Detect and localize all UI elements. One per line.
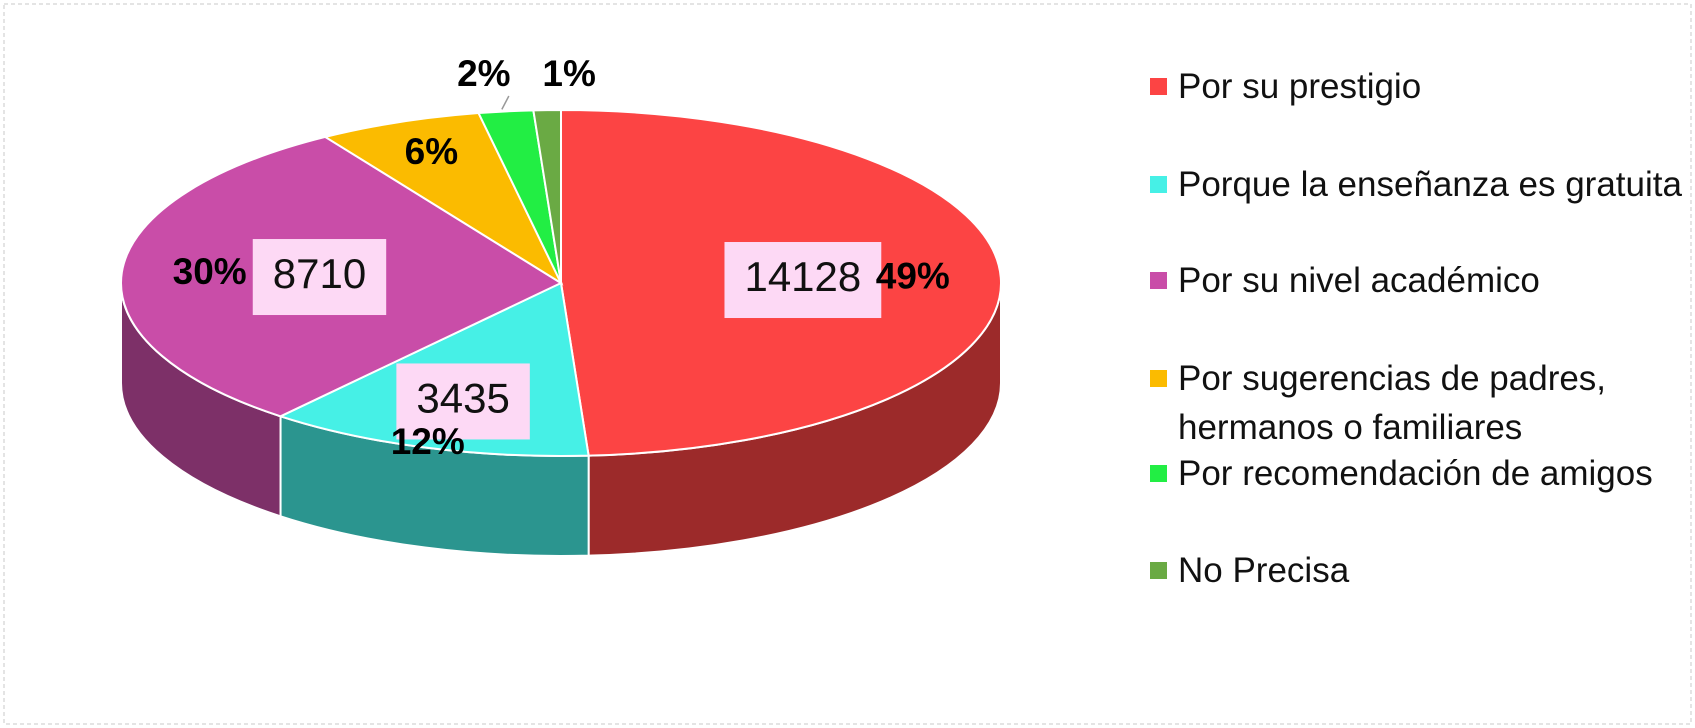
legend-swatch [1150, 78, 1167, 95]
legend-label: Por sugerencias de padres, hermanos o fa… [1178, 359, 1607, 447]
legend-item: Por su prestigio [1150, 62, 1695, 111]
percent-label: 1% [542, 53, 595, 94]
legend-item: Por recomendación de amigos [1150, 449, 1695, 498]
count-label: 14128 [744, 253, 861, 300]
count-box [396, 363, 530, 440]
legend-item: Porque la enseñanza es gratuita [1150, 160, 1695, 209]
legend-item: Por su nivel académico [1150, 256, 1695, 305]
legend-swatch [1150, 562, 1167, 579]
legend-swatch [1150, 465, 1167, 482]
legend-label: Por su prestigio [1178, 67, 1422, 106]
frame [3, 3, 1692, 725]
count-box [252, 239, 387, 316]
legend-label: Por su nivel académico [1178, 261, 1540, 300]
percent-label: 12% [391, 421, 465, 462]
leader-line [501, 95, 510, 110]
percent-label: 49% [876, 255, 950, 296]
slice [532, 108, 562, 284]
percent-label: 2% [457, 53, 510, 94]
legend-label: Por recomendación de amigos [1178, 454, 1653, 493]
percent-label: 6% [405, 131, 458, 172]
legend-label: Porque la enseñanza es gratuita [1178, 165, 1682, 204]
legend-label: No Precisa [1178, 551, 1350, 590]
legend-item: Por sugerencias de padres, hermanos o fa… [1150, 354, 1695, 452]
count-box [724, 242, 882, 319]
legend-swatch [1150, 370, 1167, 387]
percent-label: 30% [173, 251, 247, 292]
count-label: 3435 [416, 375, 509, 422]
legend-swatch [1150, 176, 1167, 193]
legend-swatch [1150, 272, 1167, 289]
count-label: 8710 [273, 250, 366, 297]
slice [322, 112, 564, 286]
legend-item: No Precisa [1150, 546, 1695, 595]
